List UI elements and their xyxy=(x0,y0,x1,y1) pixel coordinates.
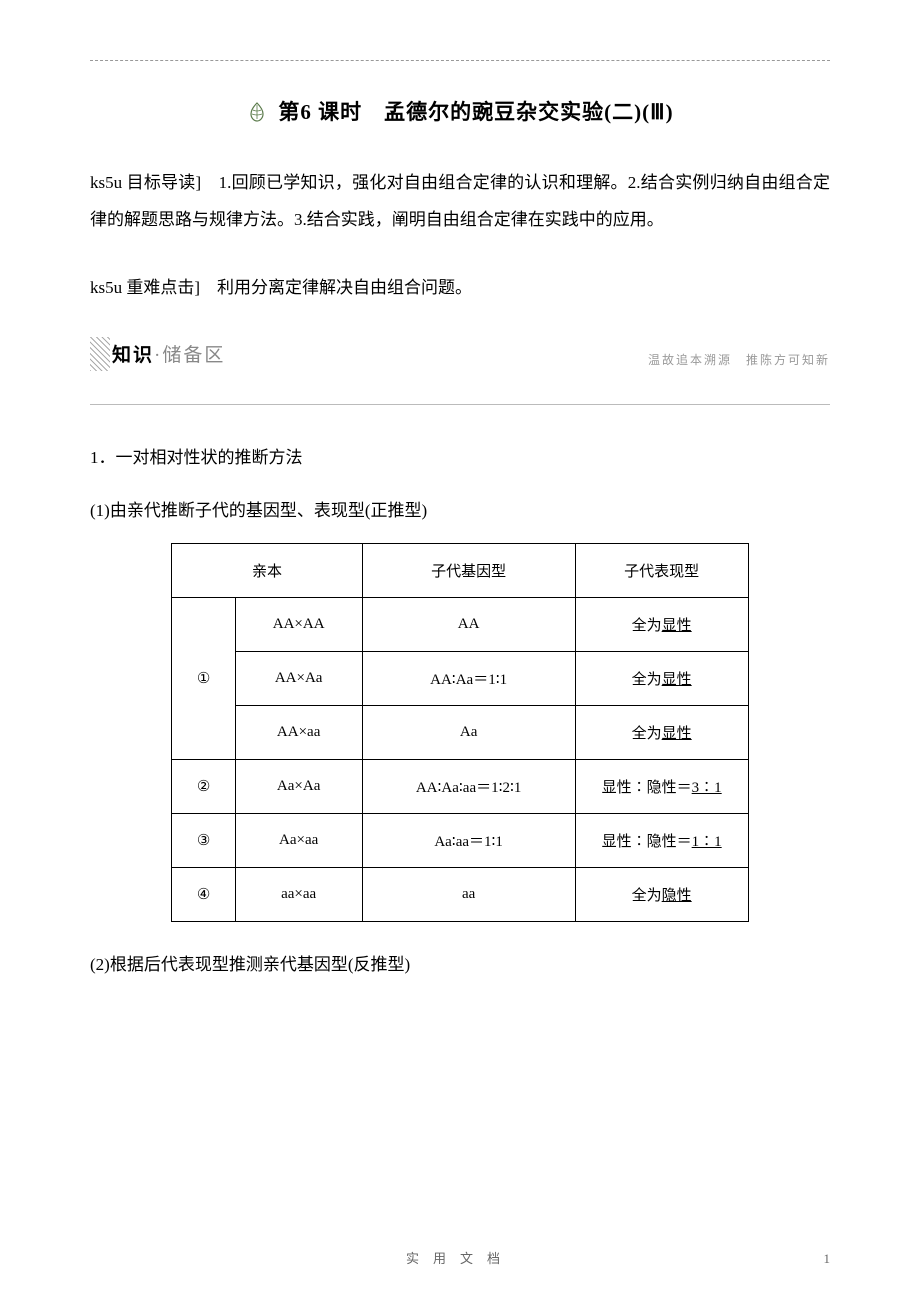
section-label-box: 知识·储备区 xyxy=(90,336,231,371)
cell-pheno: 全为显性 xyxy=(575,706,748,760)
page-title-row: 第6 课时 孟德尔的豌豆杂交实验(二)(Ⅲ) xyxy=(90,96,830,129)
table-row: AA×aa Aa 全为显性 xyxy=(172,706,748,760)
group-label-2: ② xyxy=(172,760,235,814)
subheading-1: (1)由亲代推断子代的基因型、表现型(正推型) xyxy=(90,496,830,521)
genetics-table: 亲本 子代基因型 子代表现型 ① AA×AA AA 全为显性 AA×Aa AA∶… xyxy=(171,543,748,922)
table-header-row: 亲本 子代基因型 子代表现型 xyxy=(172,544,748,598)
cell-geno: AA∶Aa＝1∶1 xyxy=(362,652,575,706)
cell-geno: AA∶Aa∶aa＝1∶2∶1 xyxy=(362,760,575,814)
cell-pheno: 显性∶隐性＝3∶1 xyxy=(575,760,748,814)
cell-parent: Aa×aa xyxy=(235,814,362,868)
top-dashed-line xyxy=(90,60,830,61)
cell-geno: AA xyxy=(362,598,575,652)
cell-parent: AA×Aa xyxy=(235,652,362,706)
footer-text: 实用文档 xyxy=(0,1248,920,1267)
table-row: ③ Aa×aa Aa∶aa＝1∶1 显性∶隐性＝1∶1 xyxy=(172,814,748,868)
cell-parent: AA×AA xyxy=(235,598,362,652)
page-number: 1 xyxy=(824,1251,831,1267)
table-row: ① AA×AA AA 全为显性 xyxy=(172,598,748,652)
cell-parent: AA×aa xyxy=(235,706,362,760)
cell-pheno: 全为显性 xyxy=(575,652,748,706)
section-label-bold: 知识 xyxy=(112,345,154,366)
th-parent: 亲本 xyxy=(172,544,362,598)
subheading-2: (2)根据后代表现型推测亲代基因型(反推型) xyxy=(90,950,830,975)
page-title: 第6 课时 孟德尔的豌豆杂交实验(二)(Ⅲ) xyxy=(278,100,673,124)
section-header: 知识·储备区 温故追本溯源 推陈方可知新 xyxy=(90,336,830,371)
para-objectives: ks5u 目标导读] 1.回顾已学知识，强化对自由组合定律的认识和理解。2.结合… xyxy=(90,164,830,239)
cell-geno: Aa xyxy=(362,706,575,760)
cell-pheno: 显性∶隐性＝1∶1 xyxy=(575,814,748,868)
title-icon xyxy=(246,102,268,129)
section-label-light: ·储备区 xyxy=(154,345,225,366)
table-row: AA×Aa AA∶Aa＝1∶1 全为显性 xyxy=(172,652,748,706)
group-label-4: ④ xyxy=(172,868,235,922)
heading-1: 1．一对相对性状的推断方法 xyxy=(90,443,830,468)
section-underline xyxy=(90,404,830,405)
cell-parent: aa×aa xyxy=(235,868,362,922)
group-label-1: ① xyxy=(172,598,235,760)
th-phenotype: 子代表现型 xyxy=(575,544,748,598)
section-subtitle: 温故追本溯源 推陈方可知新 xyxy=(648,351,830,371)
th-genotype: 子代基因型 xyxy=(362,544,575,598)
para-keypoints: ks5u 重难点击] 利用分离定律解决自由组合问题。 xyxy=(90,269,830,306)
section-label: 知识·储备区 xyxy=(110,336,231,371)
cell-geno: Aa∶aa＝1∶1 xyxy=(362,814,575,868)
section-header-wrapper: 知识·储备区 温故追本溯源 推陈方可知新 xyxy=(90,336,830,405)
cell-parent: Aa×Aa xyxy=(235,760,362,814)
cell-pheno: 全为显性 xyxy=(575,598,748,652)
table-row: ④ aa×aa aa 全为隐性 xyxy=(172,868,748,922)
section-hatch-icon xyxy=(90,337,110,371)
group-label-3: ③ xyxy=(172,814,235,868)
cell-pheno: 全为隐性 xyxy=(575,868,748,922)
cell-geno: aa xyxy=(362,868,575,922)
table-row: ② Aa×Aa AA∶Aa∶aa＝1∶2∶1 显性∶隐性＝3∶1 xyxy=(172,760,748,814)
